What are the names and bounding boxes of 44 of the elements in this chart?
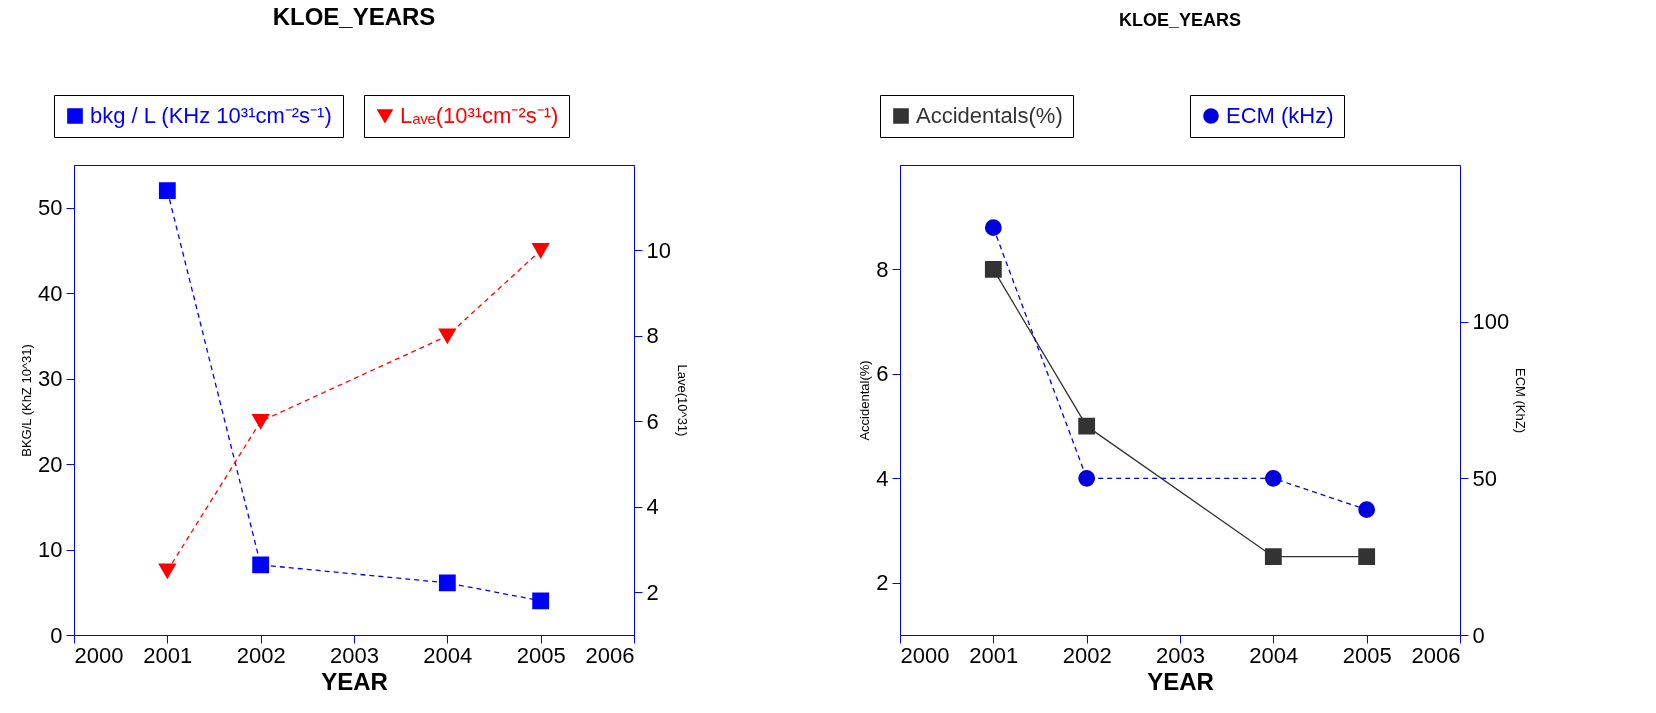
x-tick-label: 2006	[585, 642, 635, 668]
x-tick-label: 2002	[1062, 642, 1112, 668]
y2-tick-label: 100	[1472, 309, 1510, 335]
legend-label: bkg / L (KHz 10³¹cm⁻²s⁻¹)	[90, 103, 332, 128]
x-tick-label: 2005	[1342, 642, 1392, 668]
y-tick-label: 0	[50, 622, 63, 648]
y2-tick-label: 8	[646, 323, 659, 349]
y2-tick-label: 10	[646, 237, 671, 263]
y2-axis-title: ECM (KhZ)	[1513, 368, 1529, 433]
y2-tick-label: 0	[1472, 622, 1485, 648]
y-axis-title: BKG/L (KhZ 10^31)	[19, 344, 35, 457]
y-tick-label: 30	[38, 366, 63, 392]
y2-tick-label: 6	[646, 408, 659, 434]
x-tick-label: 2001	[143, 642, 193, 668]
x-tick-label: 2005	[516, 642, 566, 668]
x-tick-label: 2004	[1249, 642, 1299, 668]
x-tick-label: 2004	[423, 642, 473, 668]
y-tick-label: 8	[876, 256, 889, 282]
y-tick-label: 20	[38, 451, 63, 477]
x-tick-label: 2003	[1156, 642, 1205, 668]
legend-label: Accidentals(%)	[916, 103, 1063, 128]
y2-axis-title: Lave(10^31)	[674, 364, 690, 437]
x-tick-label: 2000	[74, 642, 124, 668]
y-tick-label: 10	[38, 537, 63, 563]
y2-tick-label: 2	[646, 579, 659, 605]
y-tick-label: 6	[876, 361, 889, 387]
y2-tick-label: 50	[1472, 465, 1497, 491]
y-tick-label: 2	[876, 570, 889, 596]
legend-label: ECM (kHz)	[1226, 103, 1334, 128]
x-axis-title: YEAR	[321, 667, 388, 695]
chart-title: KLOE_YEARS	[272, 2, 436, 30]
legend-label: Lₐᵥₑ(10³¹cm⁻²s⁻¹)	[400, 103, 559, 128]
x-axis-title: YEAR	[1147, 667, 1214, 695]
y2-tick-label: 4	[646, 494, 659, 520]
y-tick-label: 50	[38, 195, 63, 221]
x-tick-label: 2006	[1411, 642, 1461, 668]
x-tick-label: 2002	[236, 642, 286, 668]
x-tick-label: 2000	[900, 642, 950, 668]
y-tick-label: 40	[38, 280, 63, 306]
y-axis-title: Accidental(%)	[857, 360, 873, 441]
x-tick-label: 2003	[330, 642, 379, 668]
chart-title: KLOE_YEARS	[1118, 9, 1242, 30]
x-tick-label: 2001	[969, 642, 1019, 668]
y-tick-label: 4	[876, 465, 889, 491]
